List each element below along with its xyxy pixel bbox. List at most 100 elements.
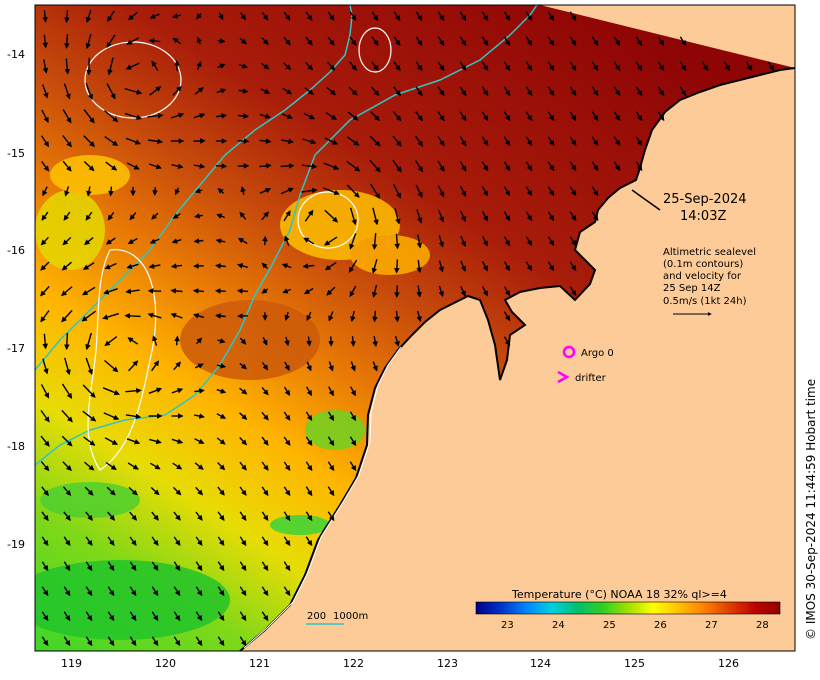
velocity-arrow <box>107 561 115 572</box>
circle-marker-icon <box>562 345 576 359</box>
velocity-arrow <box>481 61 489 72</box>
velocity-arrow <box>105 237 116 245</box>
lon-tick-label: 121 <box>249 657 270 670</box>
velocity-arrow <box>217 38 226 44</box>
velocity-arrow <box>261 586 269 597</box>
velocity-arrow <box>129 212 137 221</box>
velocity-arrow <box>42 59 49 74</box>
velocity-arrow <box>437 160 445 172</box>
velocity-arrow <box>127 11 138 21</box>
velocity-arrow <box>64 357 71 376</box>
velocity-arrow <box>171 388 184 394</box>
velocity-arrow <box>239 337 247 345</box>
velocity-arrow <box>525 161 533 172</box>
velocity-arrow <box>84 237 94 246</box>
velocity-arrow <box>216 88 227 94</box>
velocity-arrow <box>149 86 162 96</box>
velocity-arrow <box>305 536 313 547</box>
velocity-arrow <box>547 61 555 72</box>
velocity-arrow <box>218 12 224 21</box>
velocity-arrow <box>283 11 291 21</box>
velocity-arrow <box>371 36 379 47</box>
velocity-arrow <box>481 111 489 122</box>
velocity-arrow <box>125 387 142 394</box>
velocity-arrow <box>105 161 118 171</box>
velocity-arrow <box>261 386 269 396</box>
velocity-vectors <box>40 9 775 647</box>
velocity-arrow <box>215 313 226 319</box>
velocity-arrow <box>460 286 466 297</box>
velocity-arrow <box>148 387 163 394</box>
velocity-arrow <box>481 161 489 172</box>
velocity-arrow <box>283 461 291 472</box>
velocity-arrow <box>370 86 380 96</box>
velocity-arrow <box>215 113 228 119</box>
velocity-arrow <box>106 486 116 496</box>
velocity-arrow <box>281 263 292 269</box>
velocity-arrow <box>81 310 97 322</box>
velocity-arrow <box>525 186 533 197</box>
velocity-arrow <box>216 437 226 445</box>
velocity-arrow <box>416 310 422 323</box>
velocity-arrow <box>701 61 709 72</box>
velocity-arrow <box>503 136 511 147</box>
velocity-arrow <box>591 136 599 147</box>
velocity-arrow <box>194 413 205 419</box>
velocity-arrow <box>217 636 225 647</box>
colorbar-scale <box>475 601 781 615</box>
velocity-arrow <box>327 36 335 46</box>
lon-tick-label: 122 <box>343 657 364 670</box>
velocity-arrow <box>194 462 204 470</box>
latitude-axis: -14 -15 -16 -17 -18 -19 <box>7 48 25 551</box>
velocity-arrow <box>280 187 294 195</box>
velocity-arrow <box>42 333 49 350</box>
velocity-arrow <box>261 561 269 572</box>
velocity-arrow <box>239 437 248 446</box>
velocity-arrow <box>40 384 50 399</box>
velocity-arrow <box>237 237 248 245</box>
altimetry-line: and velocity for <box>663 271 742 282</box>
velocity-arrow <box>195 486 204 496</box>
velocity-arrow <box>305 436 313 447</box>
velocity-arrow <box>481 236 489 247</box>
velocity-arrow <box>613 36 621 47</box>
altimetry-line: 0.5m/s (1kt 24h) <box>663 296 747 307</box>
velocity-arrow <box>394 208 401 225</box>
velocity-arrow <box>547 136 555 147</box>
colorbar-tick-label: 25 <box>603 620 616 631</box>
velocity-arrow <box>305 511 313 522</box>
velocity-arrow <box>635 111 643 122</box>
velocity-arrow <box>324 261 337 271</box>
velocity-arrow <box>82 384 96 398</box>
velocity-arrow <box>305 486 313 497</box>
velocity-arrow <box>41 511 49 522</box>
velocity-arrow <box>438 285 444 298</box>
velocity-arrow <box>460 260 466 272</box>
velocity-arrow <box>613 111 621 122</box>
colorbar-tick-label: 24 <box>552 620 565 631</box>
velocity-arrow <box>103 288 118 295</box>
velocity-arrow <box>679 36 687 47</box>
velocity-arrow <box>85 211 93 221</box>
velocity-arrow <box>41 211 49 221</box>
velocity-arrow <box>569 211 577 222</box>
velocity-arrow <box>85 357 93 376</box>
velocity-arrow <box>569 236 577 247</box>
velocity-arrow <box>148 263 161 269</box>
velocity-arrow <box>106 34 116 49</box>
velocity-arrow <box>371 285 378 298</box>
velocity-arrow <box>215 263 226 269</box>
velocity-arrow <box>173 611 181 622</box>
velocity-arrow <box>217 63 226 69</box>
velocity-arrow <box>103 412 120 420</box>
velocity-arrow <box>415 36 423 47</box>
velocity-arrow <box>104 359 119 373</box>
velocity-arrow <box>40 461 50 472</box>
velocity-arrow <box>217 462 226 471</box>
velocity-arrow <box>41 561 49 572</box>
velocity-arrow <box>591 61 599 72</box>
velocity-arrow <box>86 186 92 197</box>
velocity-arrow <box>437 185 445 198</box>
velocity-arrow <box>151 611 159 622</box>
map-area <box>35 5 795 651</box>
